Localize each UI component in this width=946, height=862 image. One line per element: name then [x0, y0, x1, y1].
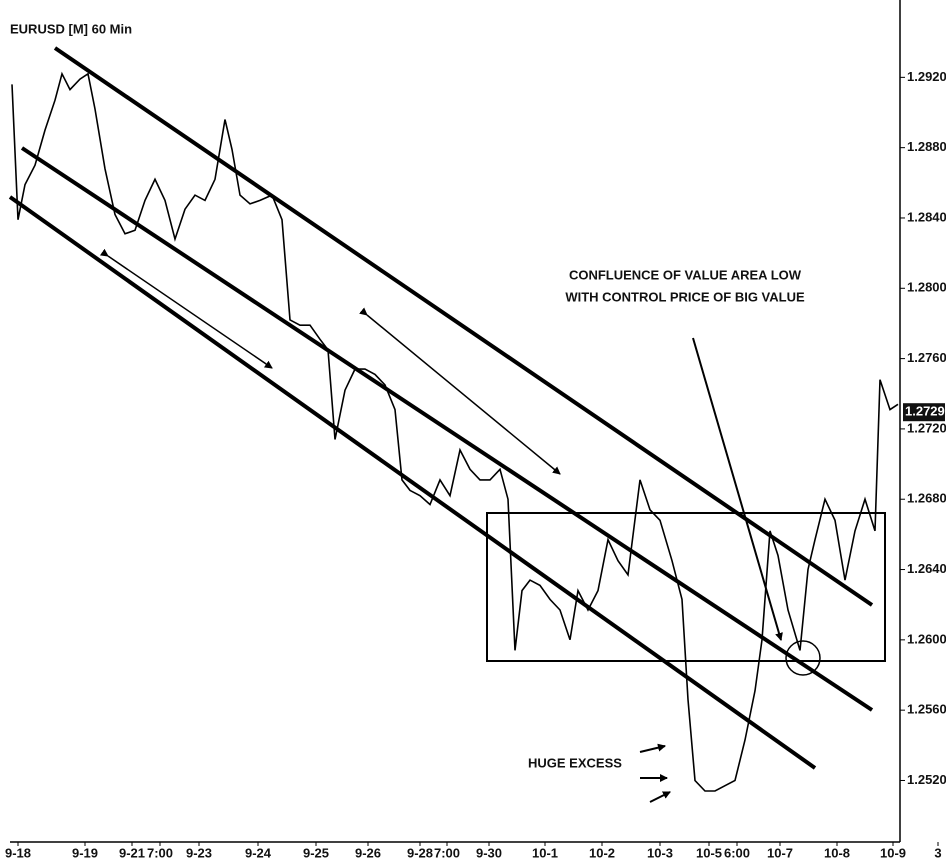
y-tick-label: 1.29200 — [907, 69, 946, 84]
y-tick-label: 1.26400 — [907, 561, 946, 576]
x-tick-label: 10-9 — [880, 845, 906, 860]
arrow — [639, 743, 666, 753]
annotation: CONFLUENCE OF VALUE AREA LOW — [569, 267, 802, 282]
arrow — [359, 307, 561, 475]
x-tick-label: 10-8 — [824, 845, 850, 860]
channel-middle — [20, 146, 874, 712]
annotation: HUGE EXCESS — [528, 755, 622, 770]
x-tick-label: 10-1 — [532, 845, 558, 860]
y-tick-label: 1.28400 — [907, 209, 946, 224]
y-tick-label: 1.26800 — [907, 491, 946, 506]
x-tick-label: 6:00 — [724, 845, 750, 860]
x-tick-label: 9-21 — [119, 845, 145, 860]
x-tick-label: 9-30 — [476, 845, 502, 860]
last-price-label: 1.27295 — [905, 404, 946, 419]
confluence-circle — [785, 640, 821, 676]
y-tick-label: 1.27600 — [907, 350, 946, 365]
x-tick-label: 3 — [934, 845, 941, 860]
x-tick-label: 9-24 — [245, 845, 272, 860]
x-tick-label: 9-18 — [5, 845, 31, 860]
arrow — [649, 791, 671, 803]
x-tick-label: 9-25 — [303, 845, 329, 860]
x-tick-label: 7:00 — [434, 845, 460, 860]
x-tick-label: 10-5 — [696, 845, 722, 860]
x-tick-label: 10-2 — [589, 845, 615, 860]
last-price-box — [903, 403, 945, 422]
x-tick-label: 9-19 — [72, 845, 98, 860]
channel-upper — [53, 46, 874, 607]
arrow — [692, 337, 783, 641]
x-tick-label: 9-23 — [186, 845, 212, 860]
y-tick-label: 1.28800 — [907, 139, 946, 154]
annotation: WITH CONTROL PRICE OF BIG VALUE — [565, 289, 805, 304]
arrow — [99, 248, 273, 369]
y-tick-label: 1.28000 — [907, 280, 946, 295]
x-tick-label: 9-28 — [407, 845, 433, 860]
price-line — [11, 71, 899, 792]
chart-title: EURUSD [M] 60 Min — [10, 21, 132, 36]
y-tick-label: 1.25200 — [907, 772, 946, 787]
y-tick-label: 1.25600 — [907, 702, 946, 717]
x-tick-label: 7:00 — [147, 845, 173, 860]
y-tick-label: 1.27200 — [907, 420, 946, 435]
x-tick-label: 10-7 — [767, 845, 793, 860]
y-tick-label: 1.26000 — [907, 631, 946, 646]
x-tick-label: 10-3 — [647, 845, 673, 860]
x-tick-label: 9-26 — [355, 845, 381, 860]
arrows — [99, 248, 783, 803]
